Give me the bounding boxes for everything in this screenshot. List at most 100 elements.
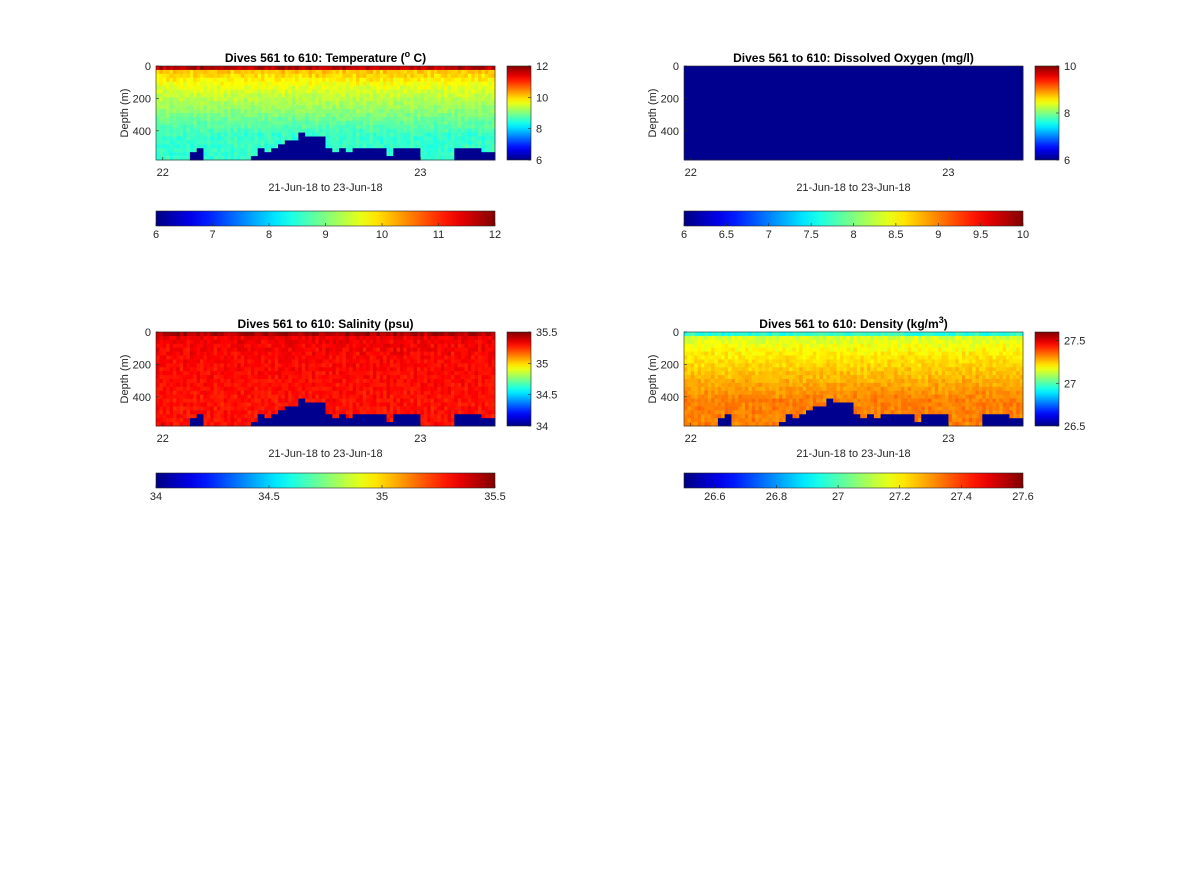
- heatmap-cell: [332, 132, 337, 137]
- heatmap-cell: [795, 89, 800, 94]
- x-axis-label: 21-Jun-18 to 23-Jun-18: [268, 182, 382, 194]
- heatmap-cell: [816, 120, 820, 126]
- heatmap-cell: [166, 101, 170, 106]
- heatmap-cell: [863, 156, 868, 161]
- heatmap-cell: [427, 140, 431, 145]
- heatmap-cell: [291, 124, 296, 130]
- heatmap-cell: [870, 109, 875, 114]
- heatmap-cell: [281, 66, 286, 71]
- heatmap-cell: [481, 140, 486, 145]
- heatmap-cell: [887, 152, 892, 157]
- heatmap-cell: [179, 116, 184, 122]
- heatmap-cell: [359, 85, 364, 90]
- heatmap-cell: [352, 101, 357, 106]
- heatmap-cell: [254, 69, 259, 75]
- heatmap-cell: [731, 93, 736, 98]
- heatmap-cell: [491, 69, 496, 75]
- heatmap-cell: [863, 113, 868, 118]
- heatmap-cell: [423, 81, 428, 86]
- heatmap-cell: [413, 81, 418, 86]
- heatmap-cell: [992, 128, 997, 133]
- heatmap-cell: [447, 128, 452, 133]
- heatmap-cell: [850, 156, 854, 161]
- heatmap-cell: [318, 69, 323, 75]
- heatmap-cell: [870, 66, 875, 71]
- heatmap-cell: [420, 66, 425, 71]
- heatmap-cell: [457, 156, 462, 161]
- heatmap-cell: [471, 66, 476, 71]
- heatmap-cell: [176, 89, 181, 94]
- heatmap-cell: [257, 140, 262, 145]
- heatmap-cell: [156, 402, 160, 407]
- heatmap-cell: [917, 148, 922, 153]
- heatmap-cell: [694, 156, 698, 161]
- heatmap-cell: [328, 144, 333, 149]
- heatmap-cell: [386, 101, 391, 106]
- heatmap-cell: [690, 101, 695, 106]
- heatmap-cell: [189, 144, 194, 149]
- heatmap-cell: [917, 81, 922, 86]
- heatmap-cell: [836, 156, 841, 161]
- heatmap-cell: [169, 382, 174, 388]
- heatmap-cell: [799, 120, 804, 126]
- heatmap-cell: [325, 128, 330, 133]
- heatmap-cell: [349, 136, 354, 141]
- heatmap-cell: [806, 120, 810, 126]
- heatmap-cell: [816, 132, 820, 137]
- heatmap-cell: [325, 97, 330, 102]
- heatmap-cell: [183, 81, 187, 86]
- heatmap-cell: [765, 66, 770, 71]
- heatmap-cell: [934, 105, 939, 110]
- heatmap-cell: [731, 77, 736, 83]
- heatmap-cell: [315, 69, 320, 75]
- heatmap-cell: [203, 89, 208, 94]
- heatmap-cell: [420, 116, 425, 122]
- heatmap-cell: [795, 140, 800, 145]
- heatmap-cell: [427, 101, 431, 106]
- heatmap-cell: [900, 128, 905, 133]
- heatmap-cell: [789, 152, 793, 157]
- heatmap-cell: [751, 105, 756, 110]
- heatmap-cell: [884, 69, 888, 75]
- heatmap-cell: [454, 113, 459, 118]
- heatmap-cell: [873, 66, 878, 71]
- heatmap-cell: [782, 124, 787, 130]
- heatmap-cell: [203, 136, 208, 141]
- heatmap-cell: [955, 136, 959, 141]
- heatmap-cell: [454, 120, 459, 126]
- heatmap-cell: [223, 152, 228, 157]
- heatmap-cell: [843, 128, 848, 133]
- heatmap-cell: [714, 148, 719, 153]
- heatmap-cell: [687, 89, 692, 94]
- heatmap-cell: [1016, 132, 1021, 137]
- heatmap-cell: [799, 140, 804, 145]
- heatmap-cell: [386, 97, 391, 102]
- heatmap-cell: [758, 140, 763, 145]
- heatmap-cell: [430, 93, 435, 98]
- heatmap-cell: [325, 66, 330, 71]
- heatmap-cell: [833, 144, 837, 149]
- heatmap-cell: [172, 128, 177, 133]
- heatmap-cell: [809, 132, 814, 137]
- heatmap-cell: [833, 120, 837, 126]
- heatmap-cell: [223, 66, 228, 71]
- heatmap-cell: [427, 81, 431, 86]
- heatmap-cell: [873, 120, 878, 126]
- heatmap-cell: [704, 69, 709, 75]
- heatmap-cell: [322, 89, 326, 94]
- heatmap-cell: [427, 109, 431, 114]
- heatmap-cell: [989, 124, 993, 130]
- heatmap-cell: [775, 116, 780, 122]
- heatmap-cell: [396, 113, 401, 118]
- heatmap-cell: [806, 105, 810, 110]
- heatmap-cell: [1009, 77, 1014, 83]
- heatmap-cell: [846, 69, 851, 75]
- heatmap-cell: [1006, 93, 1010, 98]
- heatmap-cell: [156, 101, 160, 106]
- heatmap-cell: [447, 116, 452, 122]
- heatmap-cell: [376, 85, 381, 90]
- heatmap-cell: [741, 124, 746, 130]
- heatmap-cell: [782, 69, 787, 75]
- heatmap-cell: [325, 89, 330, 94]
- heatmap-cell: [741, 66, 746, 71]
